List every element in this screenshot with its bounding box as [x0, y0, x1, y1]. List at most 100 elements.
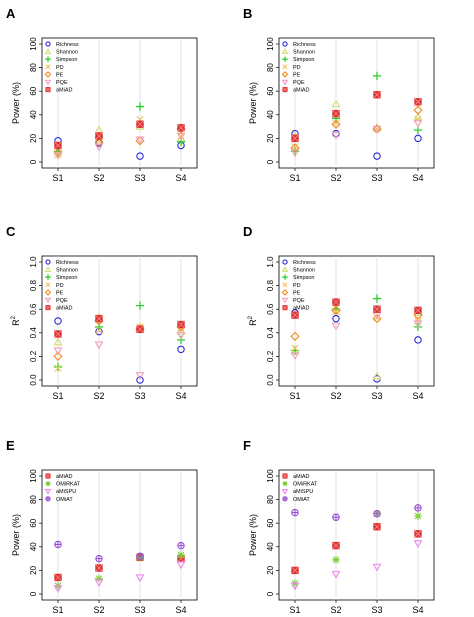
legend-marker-richness [282, 259, 288, 265]
point-amiad [373, 523, 381, 531]
legend-label: aMiAD [56, 474, 73, 480]
legend-marker-omirkat [45, 481, 51, 487]
point-omiat [291, 508, 299, 517]
point-amispu [53, 584, 63, 593]
point-amiad [414, 98, 422, 106]
legend-label: Richness [293, 260, 316, 266]
y-tick-label: 20 [29, 565, 38, 574]
point-pe [331, 119, 341, 129]
point-pqe [94, 341, 104, 350]
point-amispu [413, 540, 423, 549]
point-pe [372, 314, 382, 324]
point-amiad [54, 141, 62, 150]
legend-marker-amispu [44, 488, 52, 495]
legend-marker-pqe [281, 79, 289, 86]
legend-marker-shannon [281, 48, 289, 54]
legend-label: OMiRKAT [293, 482, 318, 488]
x-tick-label: S4 [175, 173, 186, 183]
y-tick-label: 1.0 [266, 256, 275, 268]
point-amiad [373, 91, 381, 99]
point-pqe [53, 347, 63, 356]
point-amiad [414, 306, 422, 315]
point-amispu [290, 582, 300, 591]
y-tick-label: 0.6 [266, 303, 275, 315]
x-tick-label: S3 [371, 605, 382, 615]
y-tick-label: 1.0 [29, 256, 38, 268]
point-pe [413, 105, 423, 115]
point-pqe [135, 372, 145, 381]
panel-letter: E [6, 438, 15, 453]
point-richness [136, 376, 144, 384]
legend-label: PQE [293, 298, 305, 304]
legend-label: Shannon [293, 50, 315, 56]
legend-marker-pe [281, 289, 289, 296]
point-amiad [291, 134, 299, 143]
y-tick-label: 0.2 [29, 350, 38, 362]
panel-F: F 0 20 40 60 80 100 S1 S2 S3 S4 Power (%) aMiAD OMiRK… [243, 438, 435, 615]
point-pqe [331, 322, 341, 331]
point-amiad [54, 573, 62, 582]
point-shannon [176, 326, 186, 335]
point-simpson [372, 71, 382, 81]
y-tick-label: 20 [29, 133, 38, 142]
point-amispu [372, 563, 382, 572]
point-amiad [291, 566, 299, 575]
x-tick-label: S2 [330, 391, 341, 401]
y-tick-label: 0.8 [29, 279, 38, 291]
legend-marker-pd [45, 282, 51, 288]
point-richness [414, 336, 422, 344]
y-tick-label: 100 [29, 37, 38, 51]
point-richness [136, 152, 144, 160]
legend-marker-shannon [44, 266, 52, 272]
y-tick-label: 0.4 [266, 327, 275, 339]
x-tick-label: S2 [93, 605, 104, 615]
legend-marker-omiat [45, 496, 51, 502]
legend-marker-omiat [282, 496, 288, 502]
point-pe [94, 137, 104, 147]
legend-marker-shannon [44, 48, 52, 54]
legend-marker-pqe [44, 297, 52, 304]
point-simpson [135, 102, 145, 111]
y-tick-label: 80 [29, 63, 38, 72]
y-tick-label: 40 [266, 542, 275, 551]
x-tick-label: S2 [93, 173, 104, 183]
y-tick-label: 100 [266, 37, 275, 51]
y-tick-label: 80 [29, 495, 38, 504]
y-tick-label: 0.2 [266, 350, 275, 362]
plot-frame [278, 469, 435, 601]
panel-letter: F [243, 438, 251, 453]
y-tick-label: 80 [266, 63, 275, 72]
point-shannon [331, 99, 341, 108]
point-omirkat [95, 574, 103, 583]
legend-marker-amispu [281, 488, 289, 495]
legend-marker-amiad [45, 305, 51, 311]
point-pqe [53, 151, 63, 160]
x-tick-label: S2 [330, 173, 341, 183]
legend-label: Shannon [293, 268, 315, 274]
legend-marker-simpson [45, 56, 51, 62]
plot-frame [41, 37, 198, 169]
y-axis-label: Power (%) [11, 514, 21, 556]
y-tick-label: 60 [29, 518, 38, 527]
y-tick-label: 40 [266, 110, 275, 119]
legend-label: Richness [56, 260, 79, 266]
plot-frame [41, 255, 198, 387]
point-amiad [291, 311, 299, 319]
panel-A: A 0 20 40 60 80 100 S1 S2 S3 S4 Power (%) Richness Sh… [6, 6, 198, 183]
panel-B: B 0 20 40 60 80 100 S1 S2 S3 S4 Power (%) Richness Sh… [243, 6, 435, 183]
legend-label: PD [293, 283, 301, 289]
legend-label: aMiSPU [293, 489, 313, 495]
x-tick-label: S1 [52, 173, 63, 183]
panel-letter: A [6, 6, 16, 21]
point-omiat [373, 510, 381, 518]
panel-D: D 0.0 0.2 0.4 0.6 0.8 1.0 S1 S2 S3 S4 R2 Richness Sha… [243, 224, 435, 401]
point-richness [414, 134, 422, 143]
y-tick-label: 20 [266, 565, 275, 574]
x-tick-label: S1 [289, 391, 300, 401]
x-tick-label: S4 [175, 391, 186, 401]
y-tick-label: 0 [29, 591, 38, 596]
legend-marker-richness [282, 41, 288, 47]
point-amispu [94, 579, 104, 587]
legend-label: PE [293, 290, 301, 296]
plot-frame [278, 255, 435, 387]
